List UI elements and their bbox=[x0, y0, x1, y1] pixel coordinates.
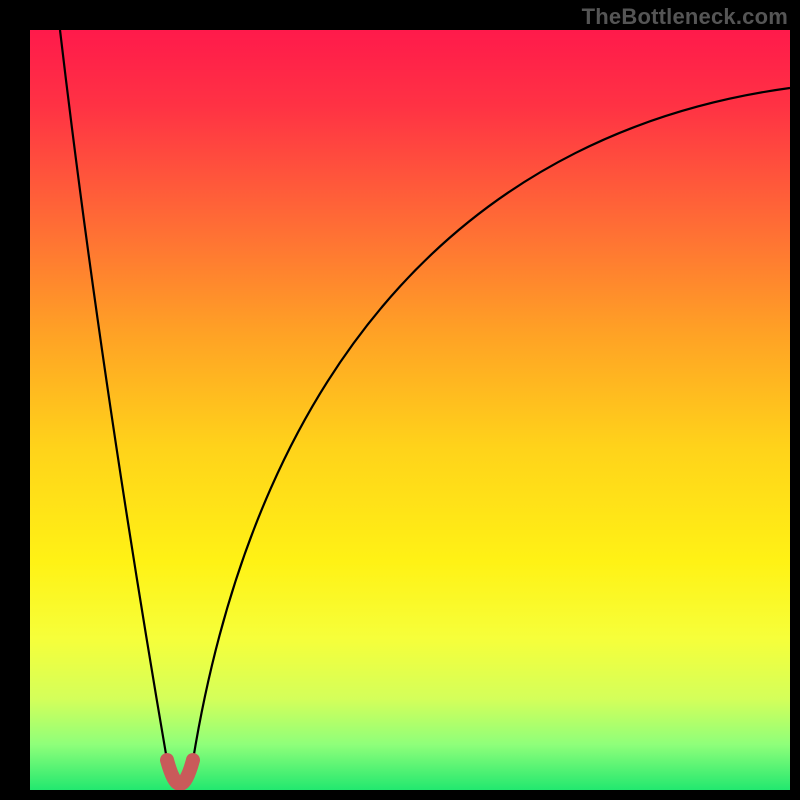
watermark-text: TheBottleneck.com bbox=[582, 4, 788, 30]
curve-trough bbox=[167, 760, 193, 784]
curve-layer bbox=[30, 30, 790, 790]
curve-right-branch bbox=[193, 88, 790, 760]
chart-canvas: TheBottleneck.com bbox=[0, 0, 800, 800]
plot-area bbox=[30, 30, 790, 790]
curve-left-branch bbox=[60, 30, 167, 760]
